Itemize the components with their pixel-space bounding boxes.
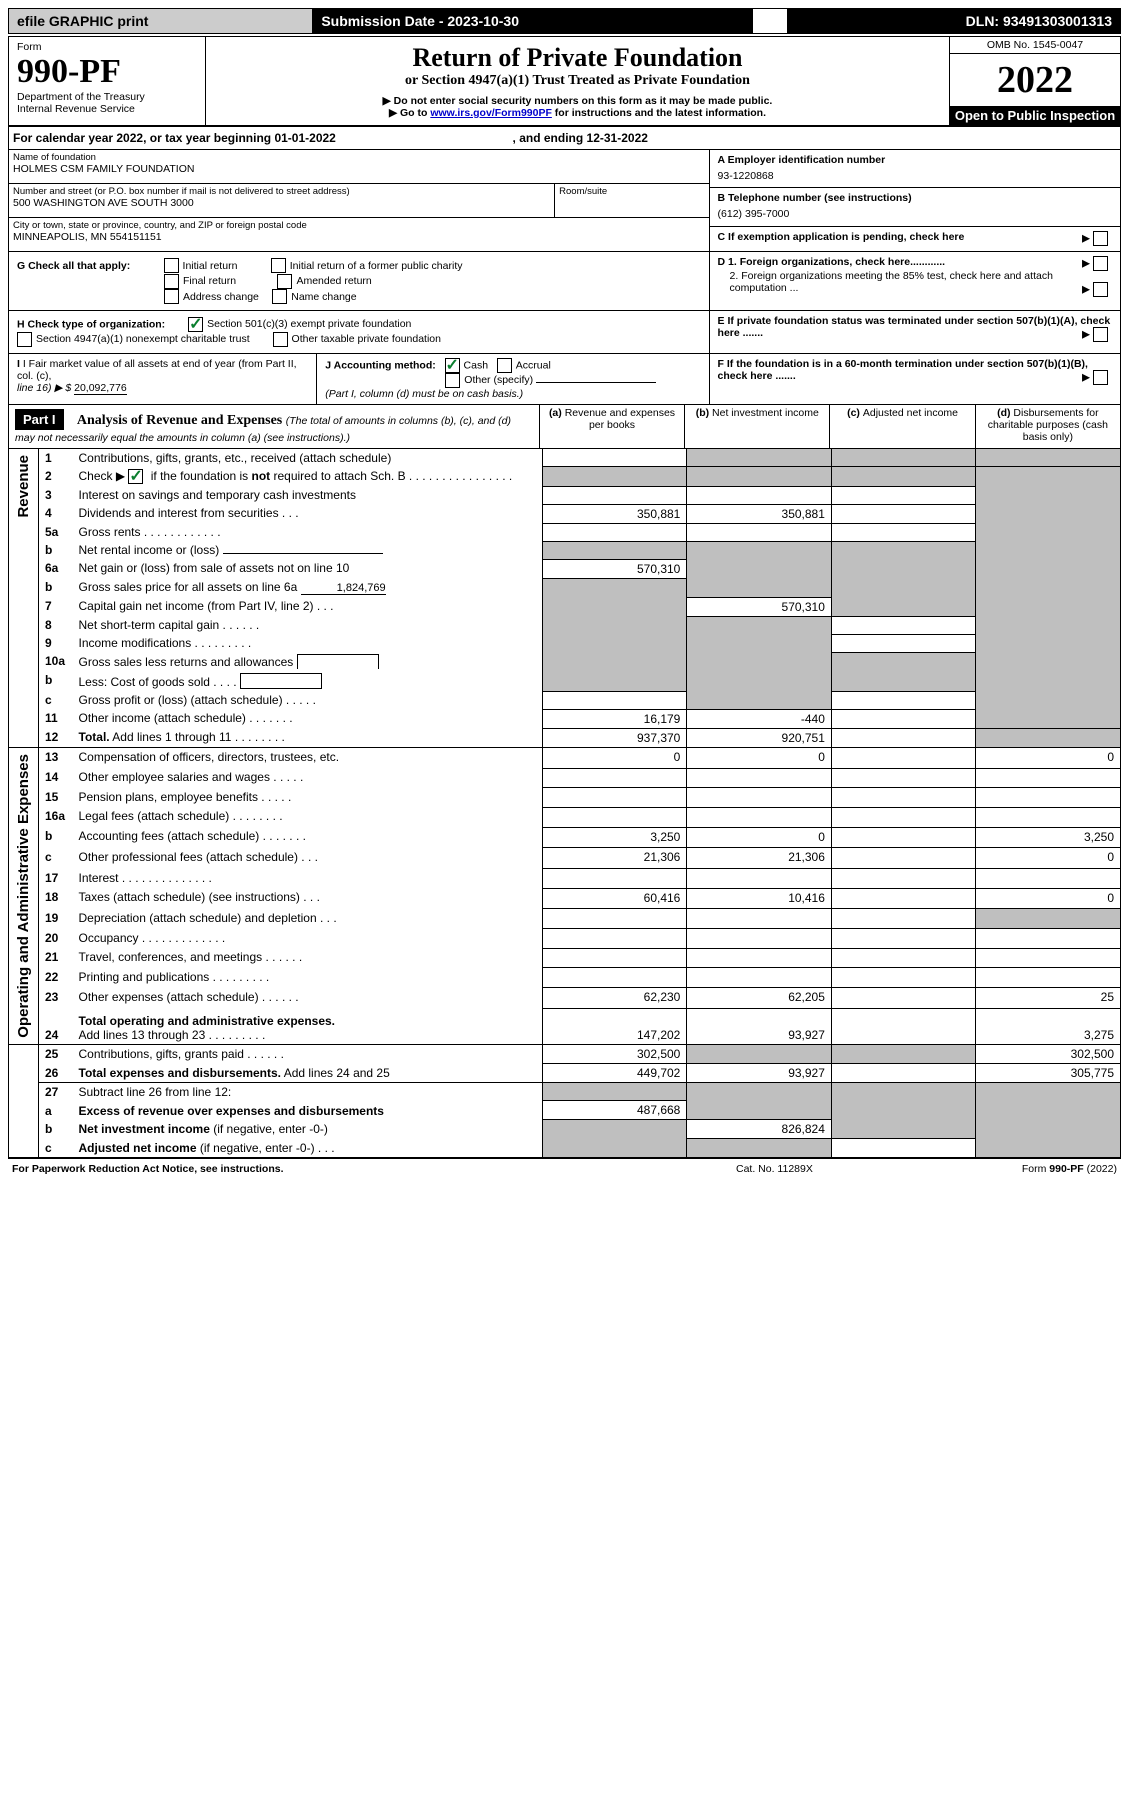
city-label: City or town, state or province, country… xyxy=(13,220,705,231)
part1-title: Analysis of Revenue and Expenses xyxy=(77,413,286,428)
h-501c3-checkbox[interactable] xyxy=(188,317,203,332)
ssn-warning: ▶ Do not enter social security numbers o… xyxy=(216,95,939,107)
j-other-checkbox[interactable] xyxy=(445,373,460,388)
dln: DLN: 93491303001313 xyxy=(787,9,1121,34)
g-initial-checkbox[interactable] xyxy=(164,258,179,273)
omb-number: OMB No. 1545-0047 xyxy=(950,37,1120,54)
section-i: I I Fair market value of all assets at e… xyxy=(9,354,317,404)
open-to-public: Open to Public Inspection xyxy=(950,106,1120,125)
form-label: Form xyxy=(17,41,197,53)
entity-section: Name of foundation HOLMES CSM FAMILY FOU… xyxy=(8,150,1121,252)
section-d1: D 1. Foreign organizations, check here..… xyxy=(718,256,1112,268)
col-d-header: (d) Disbursements for charitable purpose… xyxy=(975,405,1120,449)
g-initial-former-checkbox[interactable] xyxy=(271,258,286,273)
part1-grid: Revenue 1 Contributions, gifts, grants, … xyxy=(8,449,1121,1159)
schb-checkbox[interactable] xyxy=(128,469,143,484)
efile-print-button[interactable]: efile GRAPHIC print xyxy=(9,9,313,34)
instructions-link[interactable]: www.irs.gov/Form990PF xyxy=(430,107,552,119)
h-4947-checkbox[interactable] xyxy=(17,332,32,347)
submission-date: Submission Date - 2023-10-30 xyxy=(313,9,753,34)
phone-label: B Telephone number (see instructions) xyxy=(718,192,1112,204)
col-a-header: (a) Revenue and expenses per books xyxy=(539,405,684,449)
foundation-name: HOLMES CSM FAMILY FOUNDATION xyxy=(13,163,705,175)
j-cash-checkbox[interactable] xyxy=(445,358,460,373)
h-other-checkbox[interactable] xyxy=(273,332,288,347)
phone-value: (612) 395-7000 xyxy=(718,208,1112,220)
revenue-section-label: Revenue xyxy=(9,449,39,747)
form-subtitle: or Section 4947(a)(1) Trust Treated as P… xyxy=(216,73,939,89)
g-address-checkbox[interactable] xyxy=(164,289,179,304)
ein-label: A Employer identification number xyxy=(718,154,1112,166)
fmv-value: 20,092,776 xyxy=(74,382,127,395)
expenses-section-label: Operating and Administrative Expenses xyxy=(9,747,39,1044)
section-d2: 2. Foreign organizations meeting the 85%… xyxy=(718,270,1112,294)
cat-no: Cat. No. 11289X xyxy=(673,1161,875,1177)
c-checkbox[interactable] xyxy=(1093,231,1108,246)
f-checkbox[interactable] xyxy=(1093,370,1108,385)
section-j: J Accounting method: Cash Accrual Other … xyxy=(317,354,709,404)
topbar: efile GRAPHIC print Submission Date - 20… xyxy=(8,8,1121,34)
col-c-header: (c) Adjusted net income xyxy=(830,405,975,449)
section-f: F If the foundation is in a 60-month ter… xyxy=(709,353,1120,404)
section-e: E If private foundation status was termi… xyxy=(709,310,1120,353)
form-header: Form 990-PF Department of the Treasury I… xyxy=(8,36,1121,127)
dept-treasury: Department of the Treasury xyxy=(17,91,197,103)
g-label: G Check all that apply: xyxy=(17,260,130,272)
checks-section: G Check all that apply: Initial return I… xyxy=(8,252,1121,405)
col-b-header: (b) Net investment income xyxy=(685,405,830,449)
page-footer: For Paperwork Reduction Act Notice, see … xyxy=(8,1161,1121,1177)
name-label: Name of foundation xyxy=(13,152,705,163)
section-c: C If exemption application is pending, c… xyxy=(718,231,1112,243)
irs-label: Internal Revenue Service xyxy=(17,103,197,115)
instructions-link-line: ▶ Go to www.irs.gov/Form990PF for instru… xyxy=(216,107,939,119)
g-final-checkbox[interactable] xyxy=(164,274,179,289)
part1-label: Part I xyxy=(15,409,64,430)
form-number: 990-PF xyxy=(17,53,197,91)
g-amended-checkbox[interactable] xyxy=(277,274,292,289)
g-name-checkbox[interactable] xyxy=(272,289,287,304)
tax-year-range: For calendar year 2022, or tax year begi… xyxy=(8,127,1121,150)
d1-checkbox[interactable] xyxy=(1093,256,1108,271)
h-label: H Check type of organization: xyxy=(17,318,165,330)
street-address: 500 WASHINGTON AVE SOUTH 3000 xyxy=(13,197,550,209)
form-title: Return of Private Foundation xyxy=(216,43,939,73)
tax-year: 2022 xyxy=(950,54,1120,106)
city-state-zip: MINNEAPOLIS, MN 554151151 xyxy=(13,231,705,243)
part1-header: Part I Analysis of Revenue and Expenses … xyxy=(8,405,1121,449)
d2-checkbox[interactable] xyxy=(1093,282,1108,297)
form-ref: Form 990-PF (2022) xyxy=(875,1161,1121,1177)
ein-value: 93-1220868 xyxy=(718,170,1112,182)
room-label: Room/suite xyxy=(559,186,704,197)
j-accrual-checkbox[interactable] xyxy=(497,358,512,373)
e-checkbox[interactable] xyxy=(1093,327,1108,342)
paperwork-notice: For Paperwork Reduction Act Notice, see … xyxy=(8,1161,673,1177)
address-label: Number and street (or P.O. box number if… xyxy=(13,186,550,197)
